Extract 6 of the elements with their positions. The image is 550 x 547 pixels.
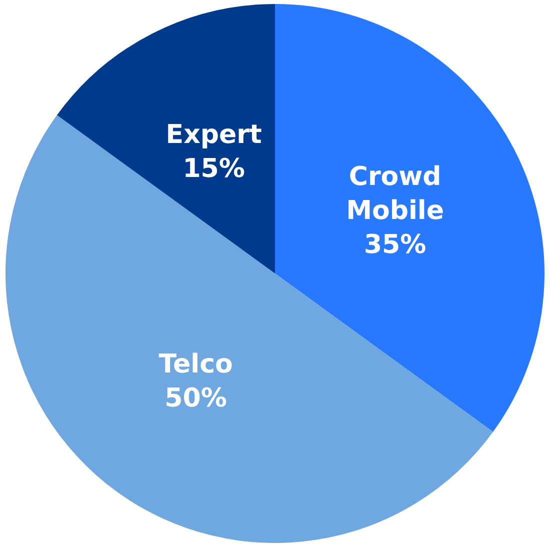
slice-label: Crowd Mobile	[346, 162, 444, 226]
data-label: 50%	[164, 383, 227, 414]
data-label: 15%	[182, 154, 245, 184]
data-label: 35%	[364, 230, 426, 260]
slice-label: Expert	[166, 120, 262, 150]
slice-label: Telco	[158, 349, 233, 380]
